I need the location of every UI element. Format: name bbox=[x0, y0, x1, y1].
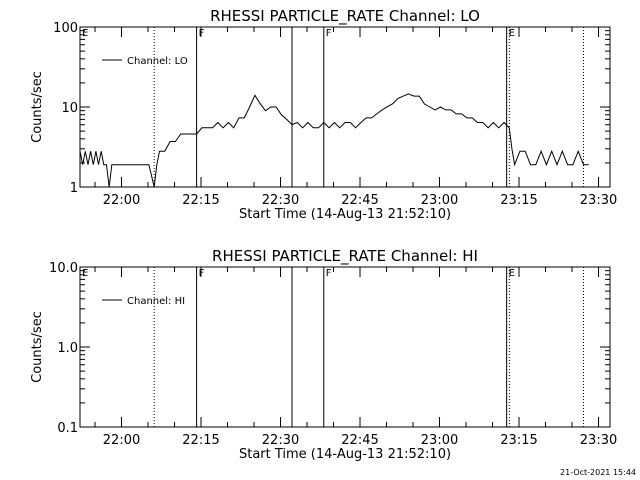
plot-frame bbox=[79, 266, 611, 428]
event-label: F bbox=[326, 268, 332, 279]
y-axis-label: Counts/sec bbox=[30, 311, 45, 383]
event-label: E bbox=[82, 268, 88, 279]
y-tick-label: 100 bbox=[53, 21, 78, 36]
x-tick-label: 22:45 bbox=[341, 433, 378, 448]
plot-timestamp: 21-Oct-2021 15:44 bbox=[560, 468, 636, 477]
hi-channel-panel: RHESSI PARTICLE_RATE Channel: HI Start Ti… bbox=[30, 247, 617, 462]
y-axis-label: Counts/sec bbox=[30, 71, 45, 143]
x-tick-label: 22:15 bbox=[182, 433, 219, 448]
x-tick-label: 23:00 bbox=[421, 193, 458, 208]
event-label: E bbox=[82, 28, 88, 39]
event-label: F bbox=[326, 28, 332, 39]
x-tick-label: 23:15 bbox=[500, 433, 537, 448]
y-tick-label: 1.0 bbox=[57, 341, 78, 356]
x-tick-label: 23:15 bbox=[500, 193, 537, 208]
x-tick-label: 22:45 bbox=[341, 193, 378, 208]
x-tick-label: 22:30 bbox=[262, 433, 299, 448]
y-tick-label: 10.0 bbox=[49, 261, 78, 276]
x-tick-label: 22:00 bbox=[103, 193, 140, 208]
chart-title: RHESSI PARTICLE_RATE Channel: LO bbox=[210, 7, 480, 26]
lo-channel-panel: RHESSI PARTICLE_RATE Channel: LO Start Ti… bbox=[30, 7, 617, 222]
event-label: E bbox=[509, 28, 515, 39]
y-tick-label: 10 bbox=[61, 101, 78, 116]
x-tick-label: 23:30 bbox=[580, 433, 617, 448]
x-axis-label: Start Time (14-Aug-13 21:52:10) bbox=[239, 207, 451, 222]
x-tick-label: 22:00 bbox=[103, 433, 140, 448]
x-tick-label: 23:30 bbox=[580, 193, 617, 208]
plot-frame bbox=[79, 26, 611, 188]
event-label: F bbox=[199, 268, 205, 279]
series-line bbox=[79, 93, 589, 188]
y-tick-label: 0.1 bbox=[57, 421, 78, 436]
y-tick-label: 1 bbox=[70, 181, 78, 196]
x-tick-label: 23:00 bbox=[421, 433, 458, 448]
x-tick-label: 22:30 bbox=[262, 193, 299, 208]
event-label: F bbox=[199, 28, 205, 39]
event-label: E bbox=[509, 268, 515, 279]
x-tick-label: 22:15 bbox=[182, 193, 219, 208]
legend-label: Channel: HI bbox=[127, 296, 185, 307]
chart-title: RHESSI PARTICLE_RATE Channel: HI bbox=[212, 247, 478, 266]
x-axis-label: Start Time (14-Aug-13 21:52:10) bbox=[239, 447, 451, 462]
legend-label: Channel: LO bbox=[127, 56, 188, 67]
